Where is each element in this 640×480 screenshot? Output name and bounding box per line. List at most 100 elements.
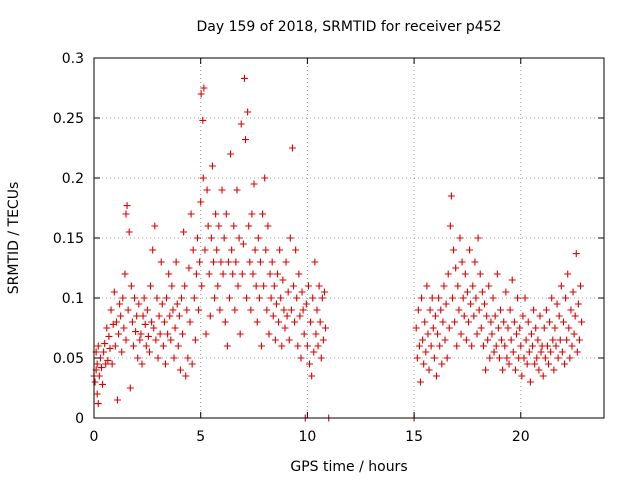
data-point [549,336,557,344]
data-point [110,288,118,296]
x-tick-label: 15 [405,429,423,445]
data-point [302,300,310,308]
data-point [501,342,509,350]
data-point [441,336,449,344]
data-point [454,282,462,290]
data-point [264,222,272,230]
data-point [206,312,214,320]
data-point [414,306,422,314]
data-point [450,246,458,254]
data-point [113,396,121,404]
data-point [458,258,466,266]
data-point [124,306,132,314]
data-point [297,354,305,362]
data-point [209,258,217,266]
data-point [231,306,239,314]
data-point [103,324,111,332]
data-point [315,282,323,290]
data-point [267,294,275,302]
data-point [123,202,131,210]
data-point [183,306,191,314]
data-point [223,342,231,350]
data-point [251,246,259,254]
data-point [459,294,467,302]
data-point [259,210,267,218]
data-point [102,360,110,368]
data-point [489,294,497,302]
data-point [533,354,541,362]
data-point [284,288,292,296]
data-point [271,336,279,344]
data-point [192,270,200,278]
data-point [311,258,319,266]
data-point [306,360,314,368]
data-point [181,282,189,290]
data-point [280,306,288,314]
data-point [316,318,324,326]
x-tick-label: 0 [90,429,99,445]
data-point [540,324,548,332]
data-point [199,116,207,124]
data-point [121,270,129,278]
data-point [300,330,308,338]
data-point [424,330,432,338]
data-point [471,258,479,266]
data-point [526,378,534,386]
data-point [535,366,543,374]
data-point [270,282,278,290]
data-point [432,372,440,380]
data-point [256,258,264,266]
y-tick-label: 0 [75,411,84,427]
data-point [125,228,133,236]
data-point [559,318,567,326]
data-point [208,162,216,170]
axes: 0 0.05 0.1 0.15 0.2 0.25 0.3 0 5 10 15 20 [53,51,604,445]
data-point [246,258,254,266]
data-point [197,198,205,206]
data-point [126,384,134,392]
data-point [493,270,501,278]
data-point [442,300,450,308]
data-point [482,366,490,374]
data-point [243,294,251,302]
data-point [197,90,205,98]
data-point [517,342,525,350]
data-point [486,354,494,362]
data-point [557,282,565,290]
data-point [444,270,452,278]
data-point [152,336,160,344]
data-point [420,360,428,368]
data-point [132,328,140,336]
data-point [186,318,194,326]
data-point [229,270,237,278]
data-point [502,288,510,296]
data-point [104,356,112,364]
data-point [470,312,478,320]
data-point [219,270,227,278]
data-point [221,318,229,326]
data-point [421,318,429,326]
data-point [239,240,247,248]
data-point [320,288,328,296]
data-point [195,306,203,314]
data-point [537,348,545,356]
data-point [477,324,485,332]
data-point [499,366,507,374]
data-point [180,228,188,236]
data-point [494,324,502,332]
data-point [475,306,483,314]
data-point [478,288,486,296]
data-point [151,222,159,230]
data-point [460,312,468,320]
data-point [492,342,500,350]
data-point [488,330,496,338]
data-point [136,336,144,344]
data-point [191,336,199,344]
data-point [568,342,576,350]
data-point [295,270,303,278]
data-point [313,306,321,314]
data-points [90,74,586,422]
data-point [176,366,184,374]
data-point [521,294,529,302]
data-point [168,282,176,290]
